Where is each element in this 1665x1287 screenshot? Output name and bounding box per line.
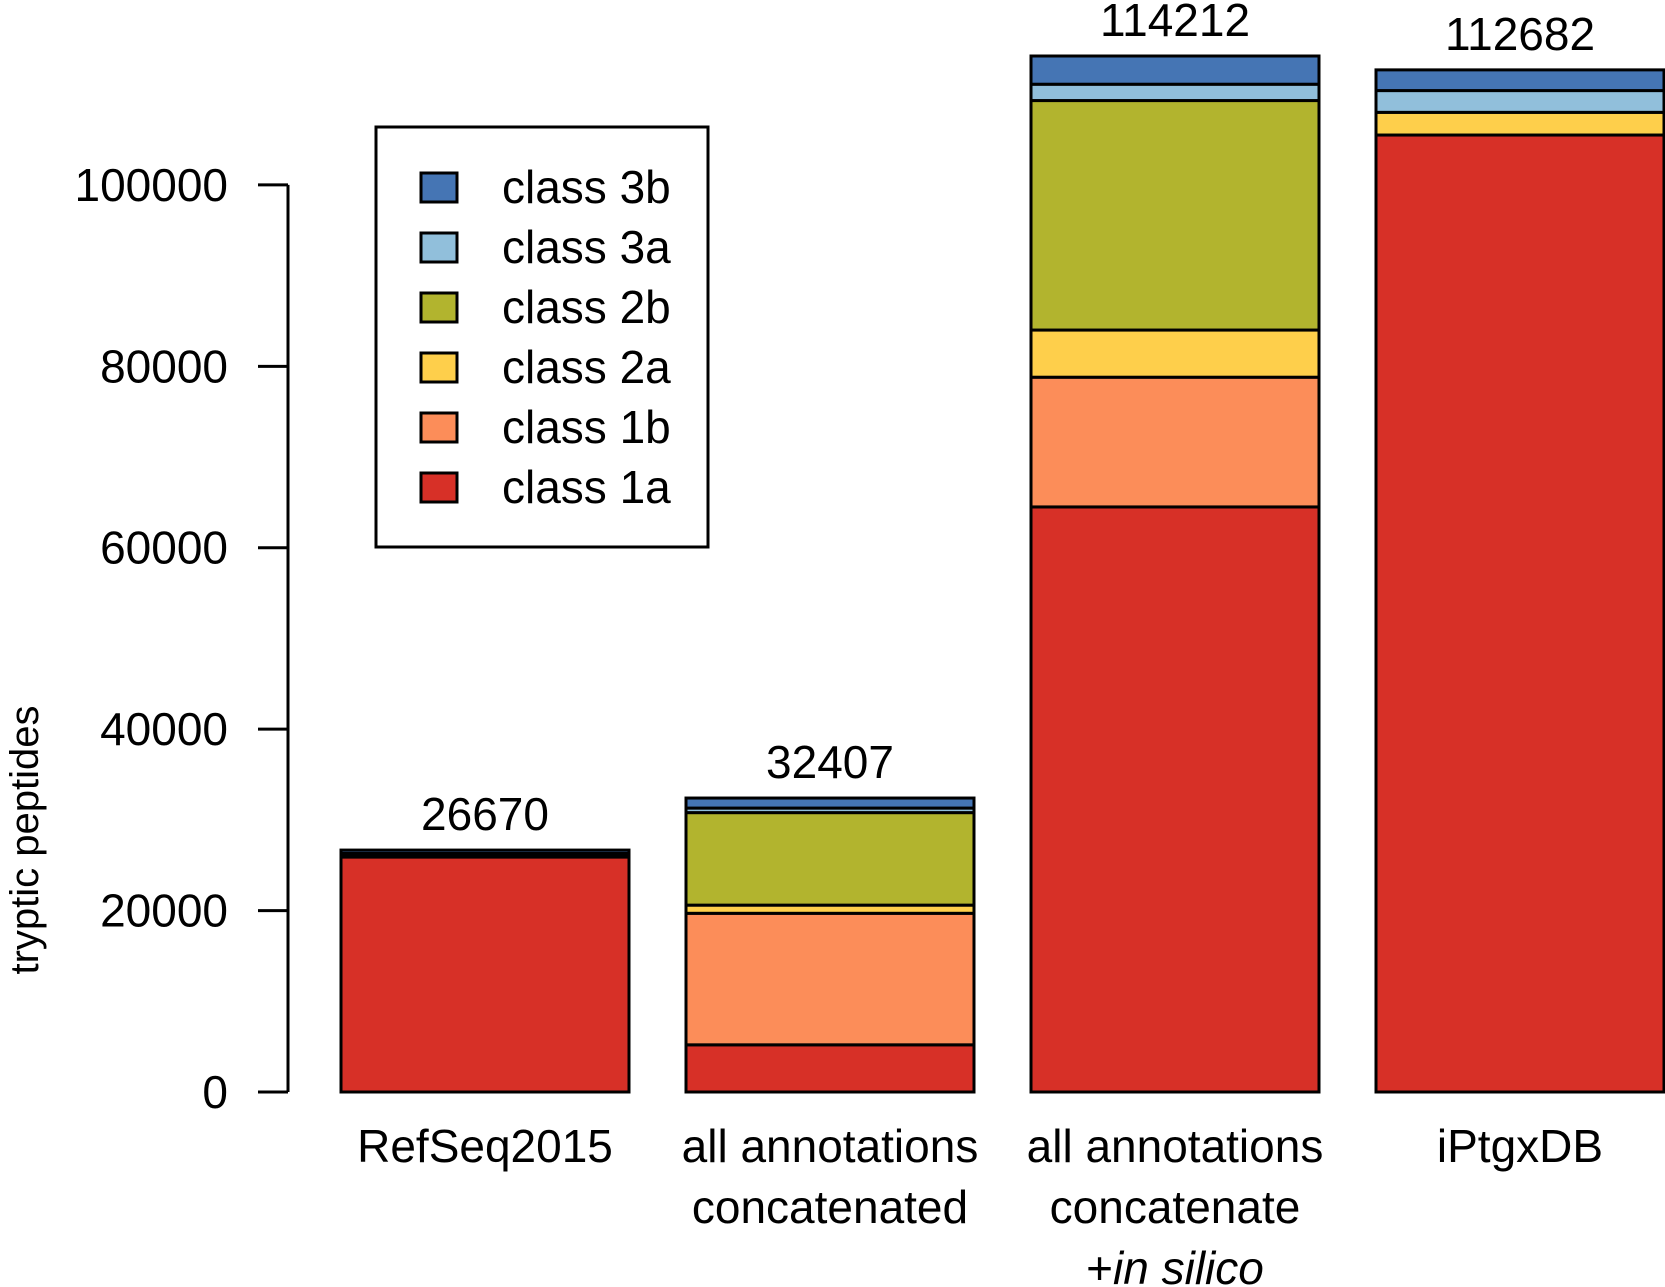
- legend-label: class 1b: [502, 401, 671, 453]
- legend-label: class 1a: [502, 461, 671, 513]
- legend-swatch: [419, 471, 459, 504]
- legend-label: class 3b: [502, 161, 671, 213]
- bar-segment-class-1a: [1374, 133, 1665, 1094]
- bar-segment-class-3b: [1029, 54, 1321, 86]
- bar-total-label: 112682: [1445, 8, 1595, 60]
- y-tick-label: 20000: [100, 885, 228, 937]
- y-tick-label: 80000: [100, 340, 228, 392]
- bar-total-label: 32407: [766, 736, 894, 788]
- bar-segment-class-2b: [1029, 99, 1321, 332]
- x-category-label: +in silico: [1086, 1242, 1264, 1287]
- legend-label: class 2a: [502, 341, 671, 393]
- x-category-label: concatenate: [1050, 1181, 1301, 1233]
- y-axis-label: tryptic peptides: [3, 705, 47, 974]
- bars: [339, 54, 1665, 1094]
- bar-segment-class-3b: [684, 796, 976, 810]
- y-tick-label: 60000: [100, 522, 228, 574]
- bar-segment-class-3b: [1374, 68, 1665, 93]
- legend-swatch: [419, 351, 459, 384]
- legend-label: class 3a: [502, 221, 671, 273]
- bar-segment-class-1a: [684, 1043, 976, 1094]
- legend-label: class 2b: [502, 281, 671, 333]
- legend-swatch: [419, 411, 459, 444]
- legend-swatch: [419, 171, 459, 204]
- legend: class 3b class 3a class 2b class 2a class 1b…: [374, 125, 710, 549]
- bar-segment-class-2b: [684, 811, 976, 907]
- x-category-label: iPtgxDB: [1437, 1120, 1603, 1172]
- bar-total-label: 114212: [1100, 0, 1250, 46]
- category-labels: RefSeq2015 all annotations concatenated all…: [357, 1120, 1603, 1287]
- y-tick-label: 100000: [75, 159, 229, 211]
- bar-segment-class-1b: [1029, 375, 1321, 509]
- x-category-label: all annotations: [1027, 1120, 1324, 1172]
- bar-segment-class-1a: [339, 855, 631, 1094]
- x-category-label: RefSeq2015: [357, 1120, 613, 1172]
- bar-segment-class-2a: [1374, 110, 1665, 137]
- x-category-label: all annotations: [682, 1120, 979, 1172]
- y-axis: 0 20000 40000 60000 80000 100000: [75, 159, 290, 1118]
- bar-segment-class-3b: [339, 848, 631, 855]
- bar-total-label: 26670: [421, 788, 549, 840]
- bar-total-labels: 26670 32407 114212 112682: [421, 0, 1595, 840]
- y-tick-label: 40000: [100, 703, 228, 755]
- y-tick-label: 0: [202, 1066, 228, 1118]
- bar-segment-class-1b: [684, 911, 976, 1047]
- legend-swatch: [419, 231, 459, 264]
- legend-swatch: [419, 291, 459, 324]
- bar-segment-class-2a: [1029, 328, 1321, 379]
- bar-segment-class-1a: [1029, 505, 1321, 1094]
- x-category-label: concatenated: [692, 1181, 968, 1233]
- bar-segment-class-3a: [1374, 89, 1665, 114]
- bar-segment-class-3a: [1029, 82, 1321, 103]
